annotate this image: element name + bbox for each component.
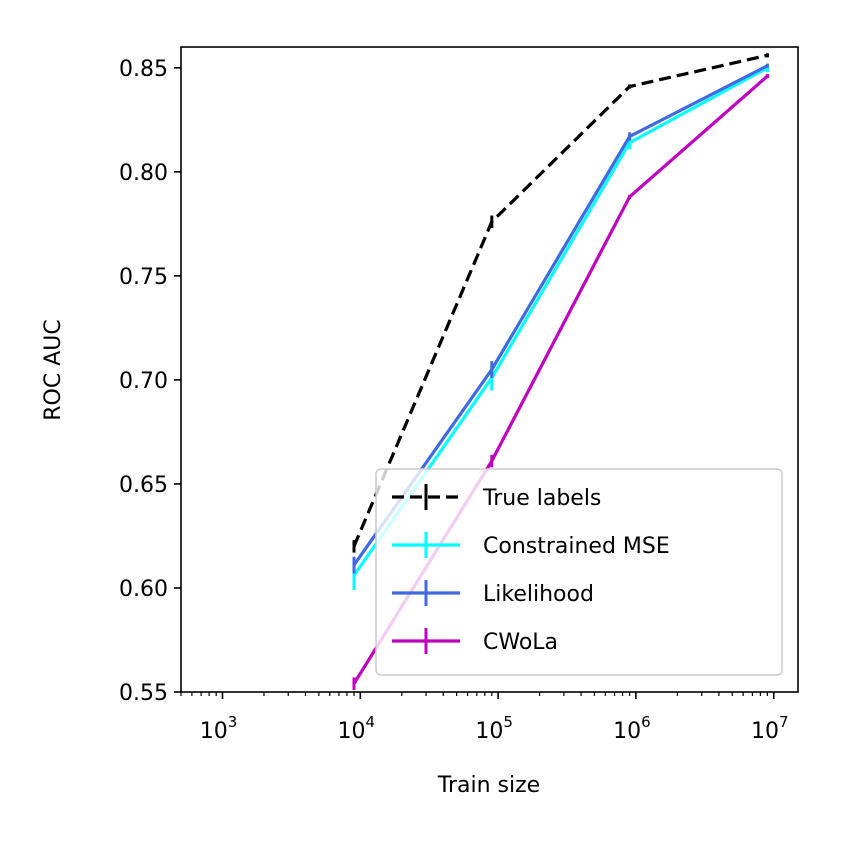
series-line bbox=[352, 64, 769, 567]
y-tick-label: 0.75 bbox=[119, 265, 168, 290]
axes: 0.55 0.60 0.65 0.70 0.75 0.80 0.85 103 104 105 106… bbox=[119, 46, 799, 744]
x-tick-label: 103 bbox=[200, 713, 238, 744]
y-axis-label: ROC AUC bbox=[41, 319, 66, 420]
plot-frame bbox=[180, 46, 799, 693]
series-true-labels bbox=[352, 53, 769, 553]
y-tick-label: 0.60 bbox=[119, 577, 168, 602]
legend-label: True labels bbox=[482, 486, 601, 511]
y-tick-label: 0.70 bbox=[119, 369, 168, 394]
legend-box bbox=[375, 468, 783, 676]
legend-label: Constrained MSE bbox=[483, 534, 670, 559]
x-tick-label: 104 bbox=[338, 713, 376, 744]
x-tick-label: 105 bbox=[475, 713, 513, 744]
legend-label: CWoLa bbox=[483, 630, 558, 655]
x-axis-label: Train size bbox=[437, 773, 540, 798]
series-line bbox=[352, 53, 768, 547]
y-tick-label: 0.55 bbox=[119, 681, 168, 706]
y-tick-label: 0.80 bbox=[119, 161, 168, 186]
series-likelihood bbox=[352, 63, 769, 574]
y-tick-label: 0.65 bbox=[119, 473, 168, 498]
x-tick-label: 106 bbox=[613, 713, 651, 744]
legend-label: Likelihood bbox=[483, 582, 594, 607]
x-tick-label: 107 bbox=[751, 713, 789, 744]
y-tick-label: 0.85 bbox=[119, 57, 168, 82]
legend: True labels Constrained MSE Likelihood CWoL… bbox=[375, 468, 783, 676]
